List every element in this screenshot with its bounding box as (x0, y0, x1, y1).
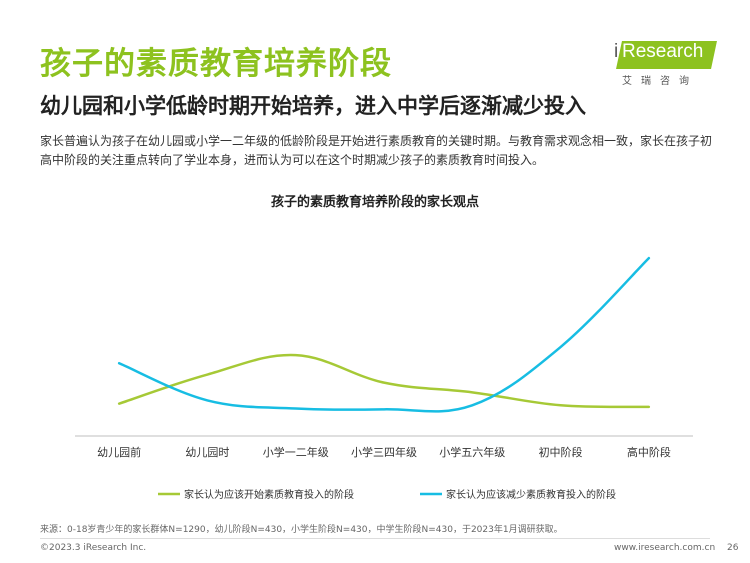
logo-chinese-name: 艾瑞咨询 (622, 76, 698, 87)
source-note: 来源：0-18岁青少年的家长群体N=1290，幼儿阶段N=430，小学生阶段N=… (40, 525, 563, 535)
logo-i-letter: i (614, 41, 619, 62)
logo-wordmark: Research (622, 41, 704, 62)
footer-divider (40, 538, 710, 539)
x-tick-label: 幼儿园前 (97, 445, 141, 459)
legend-label: 家长认为应该开始素质教育投入的阶段 (184, 488, 354, 501)
iresearch-logo: i Research 艾瑞咨询 (614, 38, 717, 88)
x-tick-label: 幼儿园时 (185, 446, 229, 459)
page-subtitle: 幼儿园和小学低龄时期开始培养，进入中学后逐渐减少投入 (40, 94, 586, 118)
x-tick-label: 初中阶段 (539, 445, 583, 459)
chart-title: 孩子的素质教育培养阶段的家长观点 (270, 195, 479, 210)
page-number: 26 (727, 543, 739, 553)
series-line-2 (117, 256, 651, 413)
x-tick-label: 小学三四年级 (351, 445, 417, 459)
x-tick-label: 高中阶段 (627, 445, 671, 459)
website-text: www.iresearch.com.cn (614, 543, 716, 553)
legend-label: 家长认为应该减少素质教育投入的阶段 (446, 488, 616, 501)
x-tick-label: 小学一二年级 (263, 445, 329, 459)
page-title: 孩子的素质教育培养阶段 (40, 46, 392, 82)
page-description: 家长普遍认为孩子在幼儿园或小学一二年级的低龄阶段是开始进行素质教育的关键时期。与… (40, 134, 713, 167)
series-line-1 (117, 353, 651, 409)
x-tick-label: 小学五六年级 (439, 445, 505, 459)
copyright-text: ©2023.3 iResearch Inc. (40, 543, 147, 553)
